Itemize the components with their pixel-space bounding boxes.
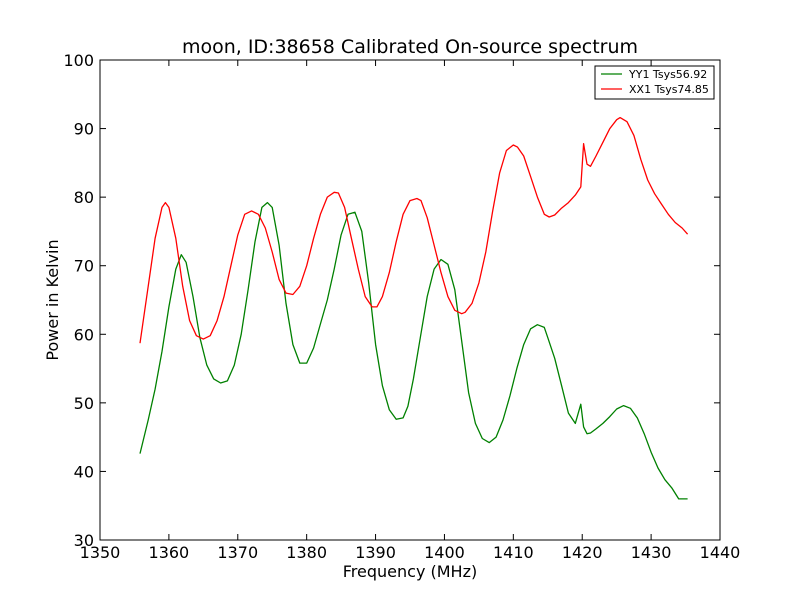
x-tick-label: 1410	[493, 543, 534, 562]
y-tick-label: 60	[74, 325, 94, 344]
legend-label-yy1: YY1 Tsys56.92	[628, 68, 707, 81]
series-layer	[139, 116, 689, 500]
axis-layer: 1350 1360 1370 1380 1390 1400 1410 1420 1430 1440…	[63, 51, 740, 562]
x-tick-label: 1350	[80, 543, 121, 562]
x-tick-label: 1370	[217, 543, 258, 562]
x-tick-label: 1440	[700, 543, 741, 562]
y-axis-label: Power in Kelvin	[43, 239, 62, 360]
legend-box	[594, 65, 715, 100]
y-tick-label: 90	[74, 120, 94, 139]
y-tick-label: 30	[74, 531, 94, 550]
series-line-yy1	[139, 201, 688, 500]
x-tick-label: 1430	[631, 543, 672, 562]
y-tick-label: 100	[63, 51, 94, 70]
series-line-xx1	[139, 116, 689, 344]
legend: YY1 Tsys56.92 XX1 Tsys74.85	[594, 65, 715, 100]
x-tick-label: 1400	[424, 543, 465, 562]
legend-label-xx1: XX1 Tsys74.85	[629, 83, 709, 96]
chart-title: moon, ID:38658 Calibrated On-source spec…	[182, 36, 638, 58]
y-tick-label: 50	[74, 394, 94, 413]
y-tick-label: 80	[74, 188, 94, 207]
x-tick-label: 1380	[286, 543, 327, 562]
y-tick-label: 40	[74, 462, 94, 481]
x-tick-label: 1420	[562, 543, 603, 562]
y-tick-label: 70	[74, 257, 94, 276]
plot-area	[100, 60, 720, 540]
x-tick-label: 1390	[355, 543, 396, 562]
plot-frame	[99, 59, 721, 541]
x-axis-label: Frequency (MHz)	[343, 562, 477, 581]
x-tick-label: 1360	[149, 543, 190, 562]
